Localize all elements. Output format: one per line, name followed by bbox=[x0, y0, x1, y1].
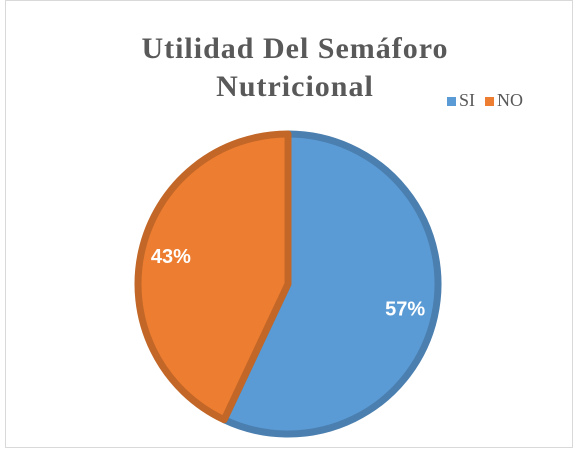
legend-label: SI bbox=[459, 90, 475, 110]
data-label: 57% bbox=[385, 298, 425, 320]
legend-swatch bbox=[447, 97, 456, 106]
legend-swatch bbox=[485, 97, 495, 106]
pie-slice bbox=[134, 130, 292, 424]
chart-title: Utilidad Del Semáforo Nutricional bbox=[141, 32, 449, 103]
legend-label: NO bbox=[497, 90, 523, 110]
frame bbox=[5, 0, 573, 448]
pie-slice bbox=[220, 130, 442, 438]
data-label: 43% bbox=[151, 246, 191, 268]
